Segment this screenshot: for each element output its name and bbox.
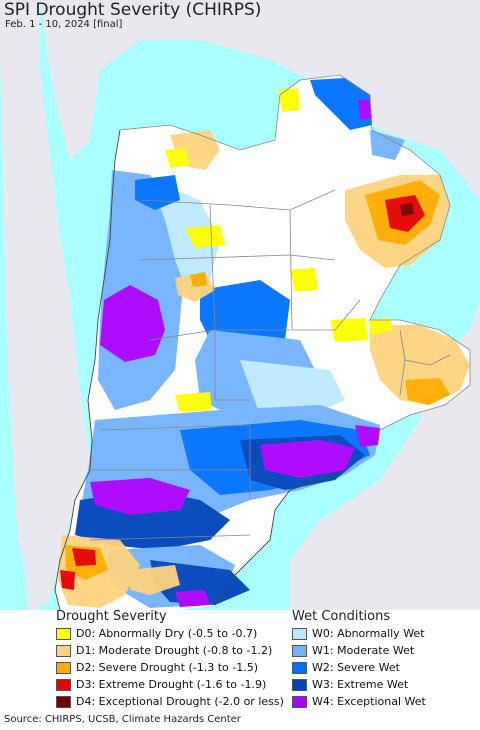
wet-w4-west [100, 285, 165, 362]
wet-w0-center [240, 360, 345, 420]
wet-swatch-4 [292, 695, 307, 708]
wet-legend-label-1: W1: Moderate Wet [312, 644, 415, 657]
drought-swatch-1 [56, 644, 71, 657]
neighbor-land-north [40, 0, 480, 610]
wet-w4-patagonia [175, 590, 210, 607]
dry-d0-south-center [175, 392, 212, 412]
dry-d0-north [165, 148, 190, 168]
dry-d0-center-north [185, 225, 225, 248]
drought-legend-item-4: D4: Exceptional Drought (-2.0 or less) [56, 693, 284, 710]
map-title: SPI Drought Severity (CHIRPS) [4, 0, 262, 20]
wet-legend-label-0: W0: Abnormally Wet [312, 627, 425, 640]
drought-legend-label-4: D4: Exceptional Drought (-2.0 or less) [76, 695, 284, 708]
drought-legend-label-1: D1: Moderate Drought (-0.8 to -1.2) [76, 644, 273, 657]
wet-w0-west [150, 180, 220, 300]
dry-d2-center [190, 272, 207, 287]
wet-w4-south [260, 440, 355, 478]
wet-legend-item-0: W0: Abnormally Wet [292, 625, 425, 642]
country-outline [54, 129, 346, 610]
drought-legend-item-0: D0: Abnormally Dry (-0.5 to -0.7) [56, 625, 257, 642]
drought-map [0, 0, 480, 610]
dry-areas [58, 88, 470, 608]
dry-d2-uruguay [405, 378, 450, 405]
wet-legend-item-2: W2: Severe Wet [292, 659, 400, 676]
wet-legend-label-3: W3: Extreme Wet [312, 678, 409, 691]
drought-legend-item-3: D3: Extreme Drought (-1.6 to -1.9) [56, 676, 266, 693]
wet-legend-title: Wet Conditions [292, 609, 391, 624]
dry-d0-bolivia [278, 88, 300, 112]
map-subtitle: Feb. 1 - 10, 2024 [final] [5, 19, 123, 30]
wet-swatch-2 [292, 661, 307, 674]
drought-legend-item-1: D1: Moderate Drought (-0.8 to -1.2) [56, 642, 272, 659]
wet-w1-northeast [370, 130, 405, 160]
drought-swatch-4 [56, 695, 71, 708]
dry-d0-east [330, 318, 368, 342]
wet-legend-item-3: W3: Extreme Wet [292, 676, 408, 693]
drought-legend-title: Drought Severity [56, 609, 167, 624]
source-credit: Source: CHIRPS, UCSB, Climate Hazards Ce… [4, 714, 241, 725]
dry-d3-patagonia-west [72, 548, 96, 566]
borders [89, 74, 471, 541]
wet-w4-east-spot [355, 425, 380, 447]
drought-legend-label-2: D2: Severe Drought (-1.3 to -1.5) [76, 661, 259, 674]
dry-d1-uruguay [370, 325, 470, 405]
wet-legend-label-2: W2: Severe Wet [312, 661, 400, 674]
drought-legend-label-3: D3: Extreme Drought (-1.6 to -1.9) [76, 678, 267, 691]
dry-d0-uruguay-edge [368, 318, 392, 335]
wet-w4-southwest [90, 478, 190, 515]
wet-legend-item-1: W1: Moderate Wet [292, 642, 414, 659]
wet-swatch-3 [292, 678, 307, 691]
dry-d0-center-east [290, 268, 318, 292]
drought-legend-label-0: D0: Abnormally Dry (-0.5 to -0.7) [76, 627, 258, 640]
wet-swatch-1 [292, 644, 307, 657]
dry-d1-patagonia-east [130, 565, 180, 595]
wet-w2-bolivia [310, 78, 372, 130]
drought-swatch-0 [56, 627, 71, 640]
drought-swatch-2 [56, 661, 71, 674]
drought-swatch-3 [56, 678, 71, 691]
wet-legend-item-4: W4: Exceptional Wet [292, 693, 426, 710]
wet-w4-bolivia [358, 100, 372, 120]
neighbor-land-west [0, 0, 90, 610]
wet-legend-label-4: W4: Exceptional Wet [312, 695, 426, 708]
dry-d3-patagonia-coast [60, 570, 75, 590]
wet-swatch-0 [292, 627, 307, 640]
dry-d4-northeast [400, 203, 414, 216]
wet-areas [75, 78, 405, 608]
drought-legend-item-2: D2: Severe Drought (-1.3 to -1.5) [56, 659, 258, 676]
